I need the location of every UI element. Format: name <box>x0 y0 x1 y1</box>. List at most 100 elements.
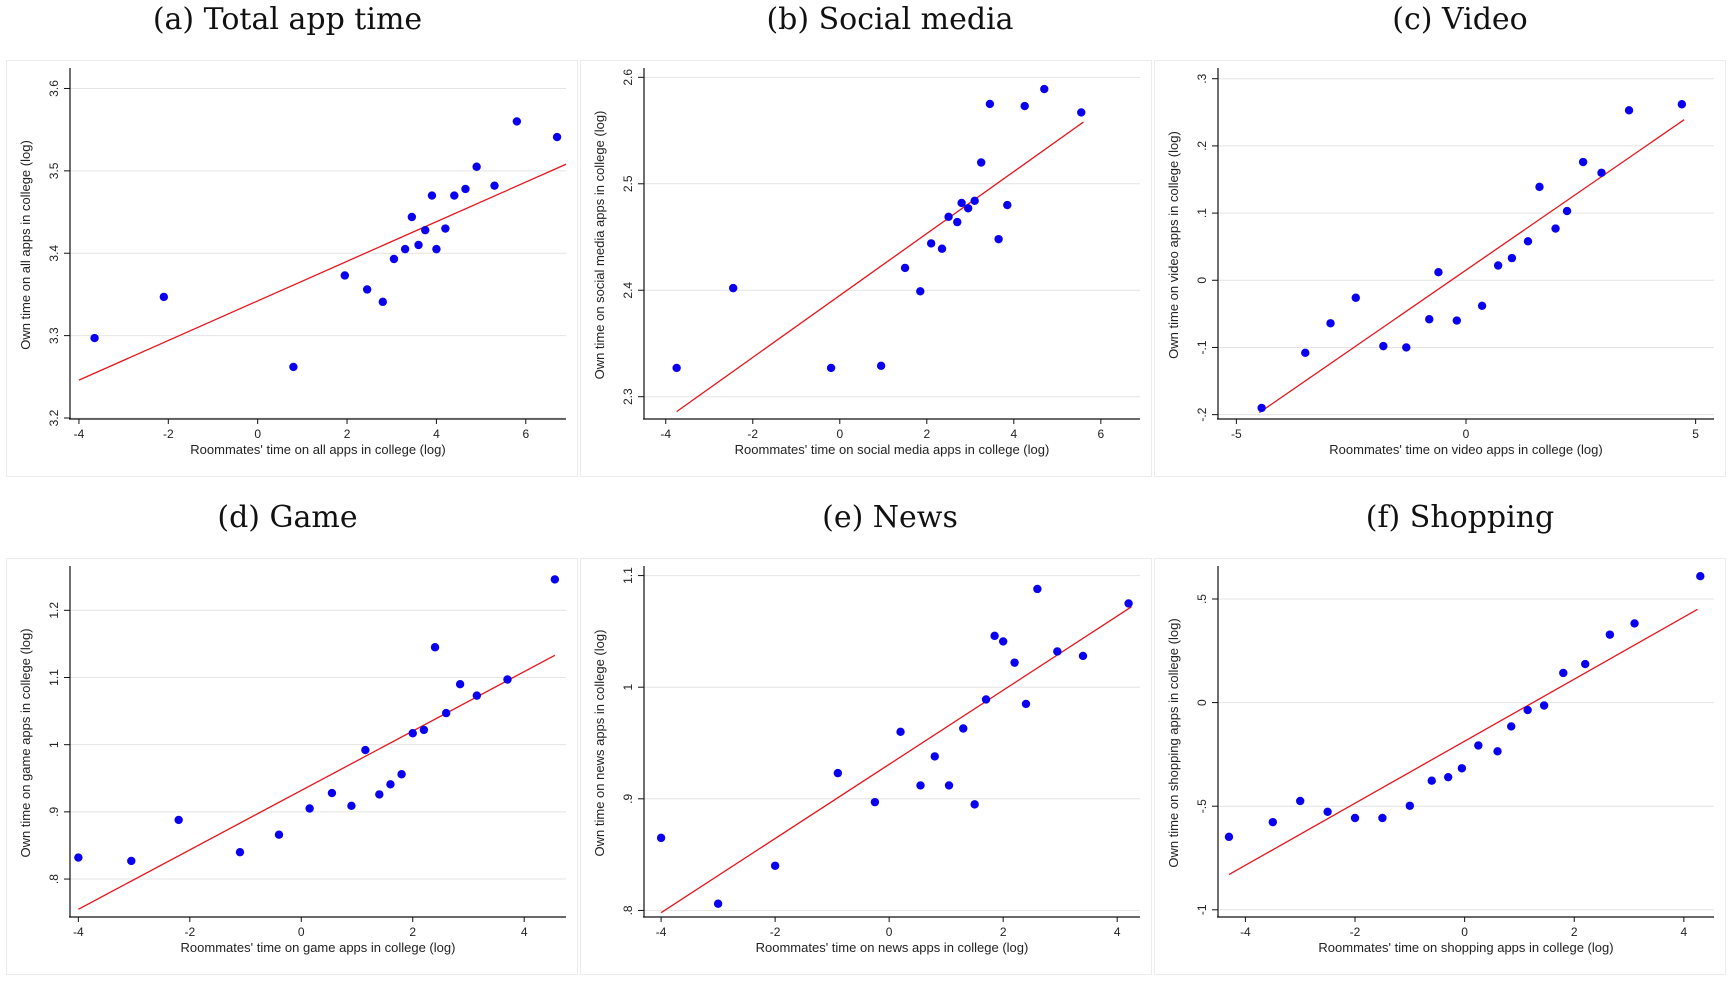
data-point-c-7 <box>1434 268 1443 277</box>
data-point-e-19 <box>1124 599 1133 608</box>
data-point-d-15 <box>441 708 451 718</box>
data-point-a-10 <box>421 225 430 235</box>
data-point-f-12 <box>1507 722 1516 731</box>
data-point-a-1 <box>159 292 169 302</box>
data-point-e-10 <box>970 800 979 809</box>
fit-line-d <box>78 654 556 910</box>
data-point-c-3 <box>1351 293 1360 302</box>
data-point-e-14 <box>1010 658 1019 667</box>
data-point-c-9 <box>1477 301 1487 311</box>
x-axis-title-c: Roommates' time on video apps in college… <box>1329 442 1602 457</box>
data-point-d-13 <box>419 725 429 735</box>
data-point-b-5 <box>916 287 925 296</box>
data-point-c-14 <box>1551 224 1560 233</box>
data-point-b-4 <box>900 263 910 273</box>
y-tick-label-f-2: 0 <box>1195 699 1209 706</box>
data-point-a-0 <box>90 333 99 343</box>
x-tick-label-f-4: 4 <box>1681 925 1688 939</box>
y-tick-label-c-5: .3 <box>1195 73 1209 83</box>
x-tick-label-e-2: 0 <box>886 925 893 939</box>
y-tick-label-b-3: 2.6 <box>621 69 635 86</box>
data-point-f-19 <box>1696 572 1705 581</box>
plot-frame-f <box>1154 558 1726 975</box>
data-point-f-0 <box>1224 832 1234 842</box>
data-point-e-5 <box>896 727 905 737</box>
x-axis-title-d: Roommates' time on game apps in college … <box>181 940 456 955</box>
x-tick-label-d-4: 4 <box>521 925 528 939</box>
panel-f: -4 -2 0 2 4 -1 -.5 0 .5 Roommates' time on shoppi… <box>1166 566 1714 955</box>
data-point-f-10 <box>1474 741 1483 750</box>
fit-line-b <box>676 121 1084 413</box>
y-axis-title-e: Own time on news apps in college (log) <box>592 630 607 857</box>
data-point-d-10 <box>386 780 395 789</box>
data-point-c-5 <box>1402 343 1411 352</box>
y-tick-label-c-4: .2 <box>1195 141 1209 151</box>
panel-b: -4 -2 0 2 4 6 2.3 2.4 2.5 2.6 Roommates' time on s… <box>592 68 1140 457</box>
y-axis-title-a: Own time on all apps in college (log) <box>18 140 33 350</box>
data-point-e-18 <box>1078 651 1088 661</box>
data-point-c-12 <box>1523 237 1533 246</box>
y-axis-title-f: Own time on shopping apps in college (lo… <box>1166 618 1181 867</box>
x-tick-label-c-1: 0 <box>1463 427 1470 441</box>
data-point-f-15 <box>1559 668 1568 678</box>
y-tick-label-f-0: -1 <box>1195 904 1209 915</box>
data-point-f-6 <box>1405 801 1415 810</box>
y-tick-label-d-0: .8 <box>47 874 61 884</box>
y-axis-title-c: Own time on video apps in college (log) <box>1166 131 1181 359</box>
x-tick-label-c-2: 5 <box>1692 427 1699 441</box>
y-tick-label-b-1: 2.4 <box>621 282 635 299</box>
data-point-d-1 <box>127 856 136 866</box>
plot-frame-d <box>6 558 578 975</box>
panel-c: -5 0 5 -.2 -.1 0 .1 .2 .3 Roommates' time on vide… <box>1166 68 1714 457</box>
plot-frame-e <box>580 558 1152 975</box>
data-point-e-4 <box>870 797 880 807</box>
fit-line-a <box>78 163 567 381</box>
data-point-f-3 <box>1323 807 1332 816</box>
fit-line-e <box>660 606 1132 914</box>
x-tick-label-b-4: 4 <box>1010 427 1017 441</box>
y-tick-label-a-2: 3.4 <box>47 245 61 262</box>
fit-line-c <box>1258 119 1685 414</box>
data-point-f-8 <box>1443 772 1453 782</box>
x-tick-label-a-2: 0 <box>254 427 261 441</box>
panel-title-f: (f) Shopping <box>1365 500 1555 535</box>
data-point-d-5 <box>305 804 314 813</box>
data-point-d-3 <box>235 847 245 857</box>
x-tick-label-f-3: 2 <box>1571 925 1578 939</box>
data-point-d-2 <box>174 815 183 825</box>
data-point-f-1 <box>1268 817 1278 827</box>
data-point-d-9 <box>375 790 384 799</box>
panel-title-c: (c) Video <box>1392 2 1528 37</box>
data-point-b-7 <box>937 244 947 253</box>
y-tick-label-a-3: 3.5 <box>47 162 61 179</box>
y-tick-label-a-4: 3.6 <box>47 80 61 97</box>
data-point-f-16 <box>1581 659 1590 669</box>
y-tick-label-d-1: .9 <box>47 807 61 817</box>
data-point-a-7 <box>400 244 410 254</box>
x-axis-title-f: Roommates' time on shopping apps in coll… <box>1318 940 1613 955</box>
data-point-a-15 <box>461 184 470 194</box>
data-point-f-18 <box>1630 619 1639 628</box>
x-tick-label-f-2: 0 <box>1461 925 1468 939</box>
data-point-e-0 <box>656 833 666 843</box>
data-point-d-14 <box>430 643 440 652</box>
data-point-f-11 <box>1493 747 1502 756</box>
data-point-b-9 <box>953 217 962 227</box>
data-point-a-14 <box>450 191 459 200</box>
data-point-f-17 <box>1605 630 1615 639</box>
data-point-b-3 <box>876 361 886 371</box>
x-tick-label-d-0: -4 <box>73 925 84 939</box>
y-tick-label-b-0: 2.3 <box>621 388 635 405</box>
data-point-b-10 <box>957 198 966 208</box>
data-point-d-12 <box>408 729 417 738</box>
data-point-a-2 <box>289 362 298 372</box>
panel-title-d: (d) Game <box>217 500 358 535</box>
data-point-a-3 <box>340 271 350 280</box>
data-point-a-17 <box>490 181 499 190</box>
y-tick-label-c-1: -.1 <box>1195 340 1209 354</box>
x-tick-label-a-3: 2 <box>344 427 351 441</box>
data-point-b-6 <box>926 239 936 248</box>
plot-frame-b <box>580 60 1152 477</box>
data-point-c-1 <box>1301 348 1310 358</box>
data-point-d-7 <box>347 801 356 811</box>
